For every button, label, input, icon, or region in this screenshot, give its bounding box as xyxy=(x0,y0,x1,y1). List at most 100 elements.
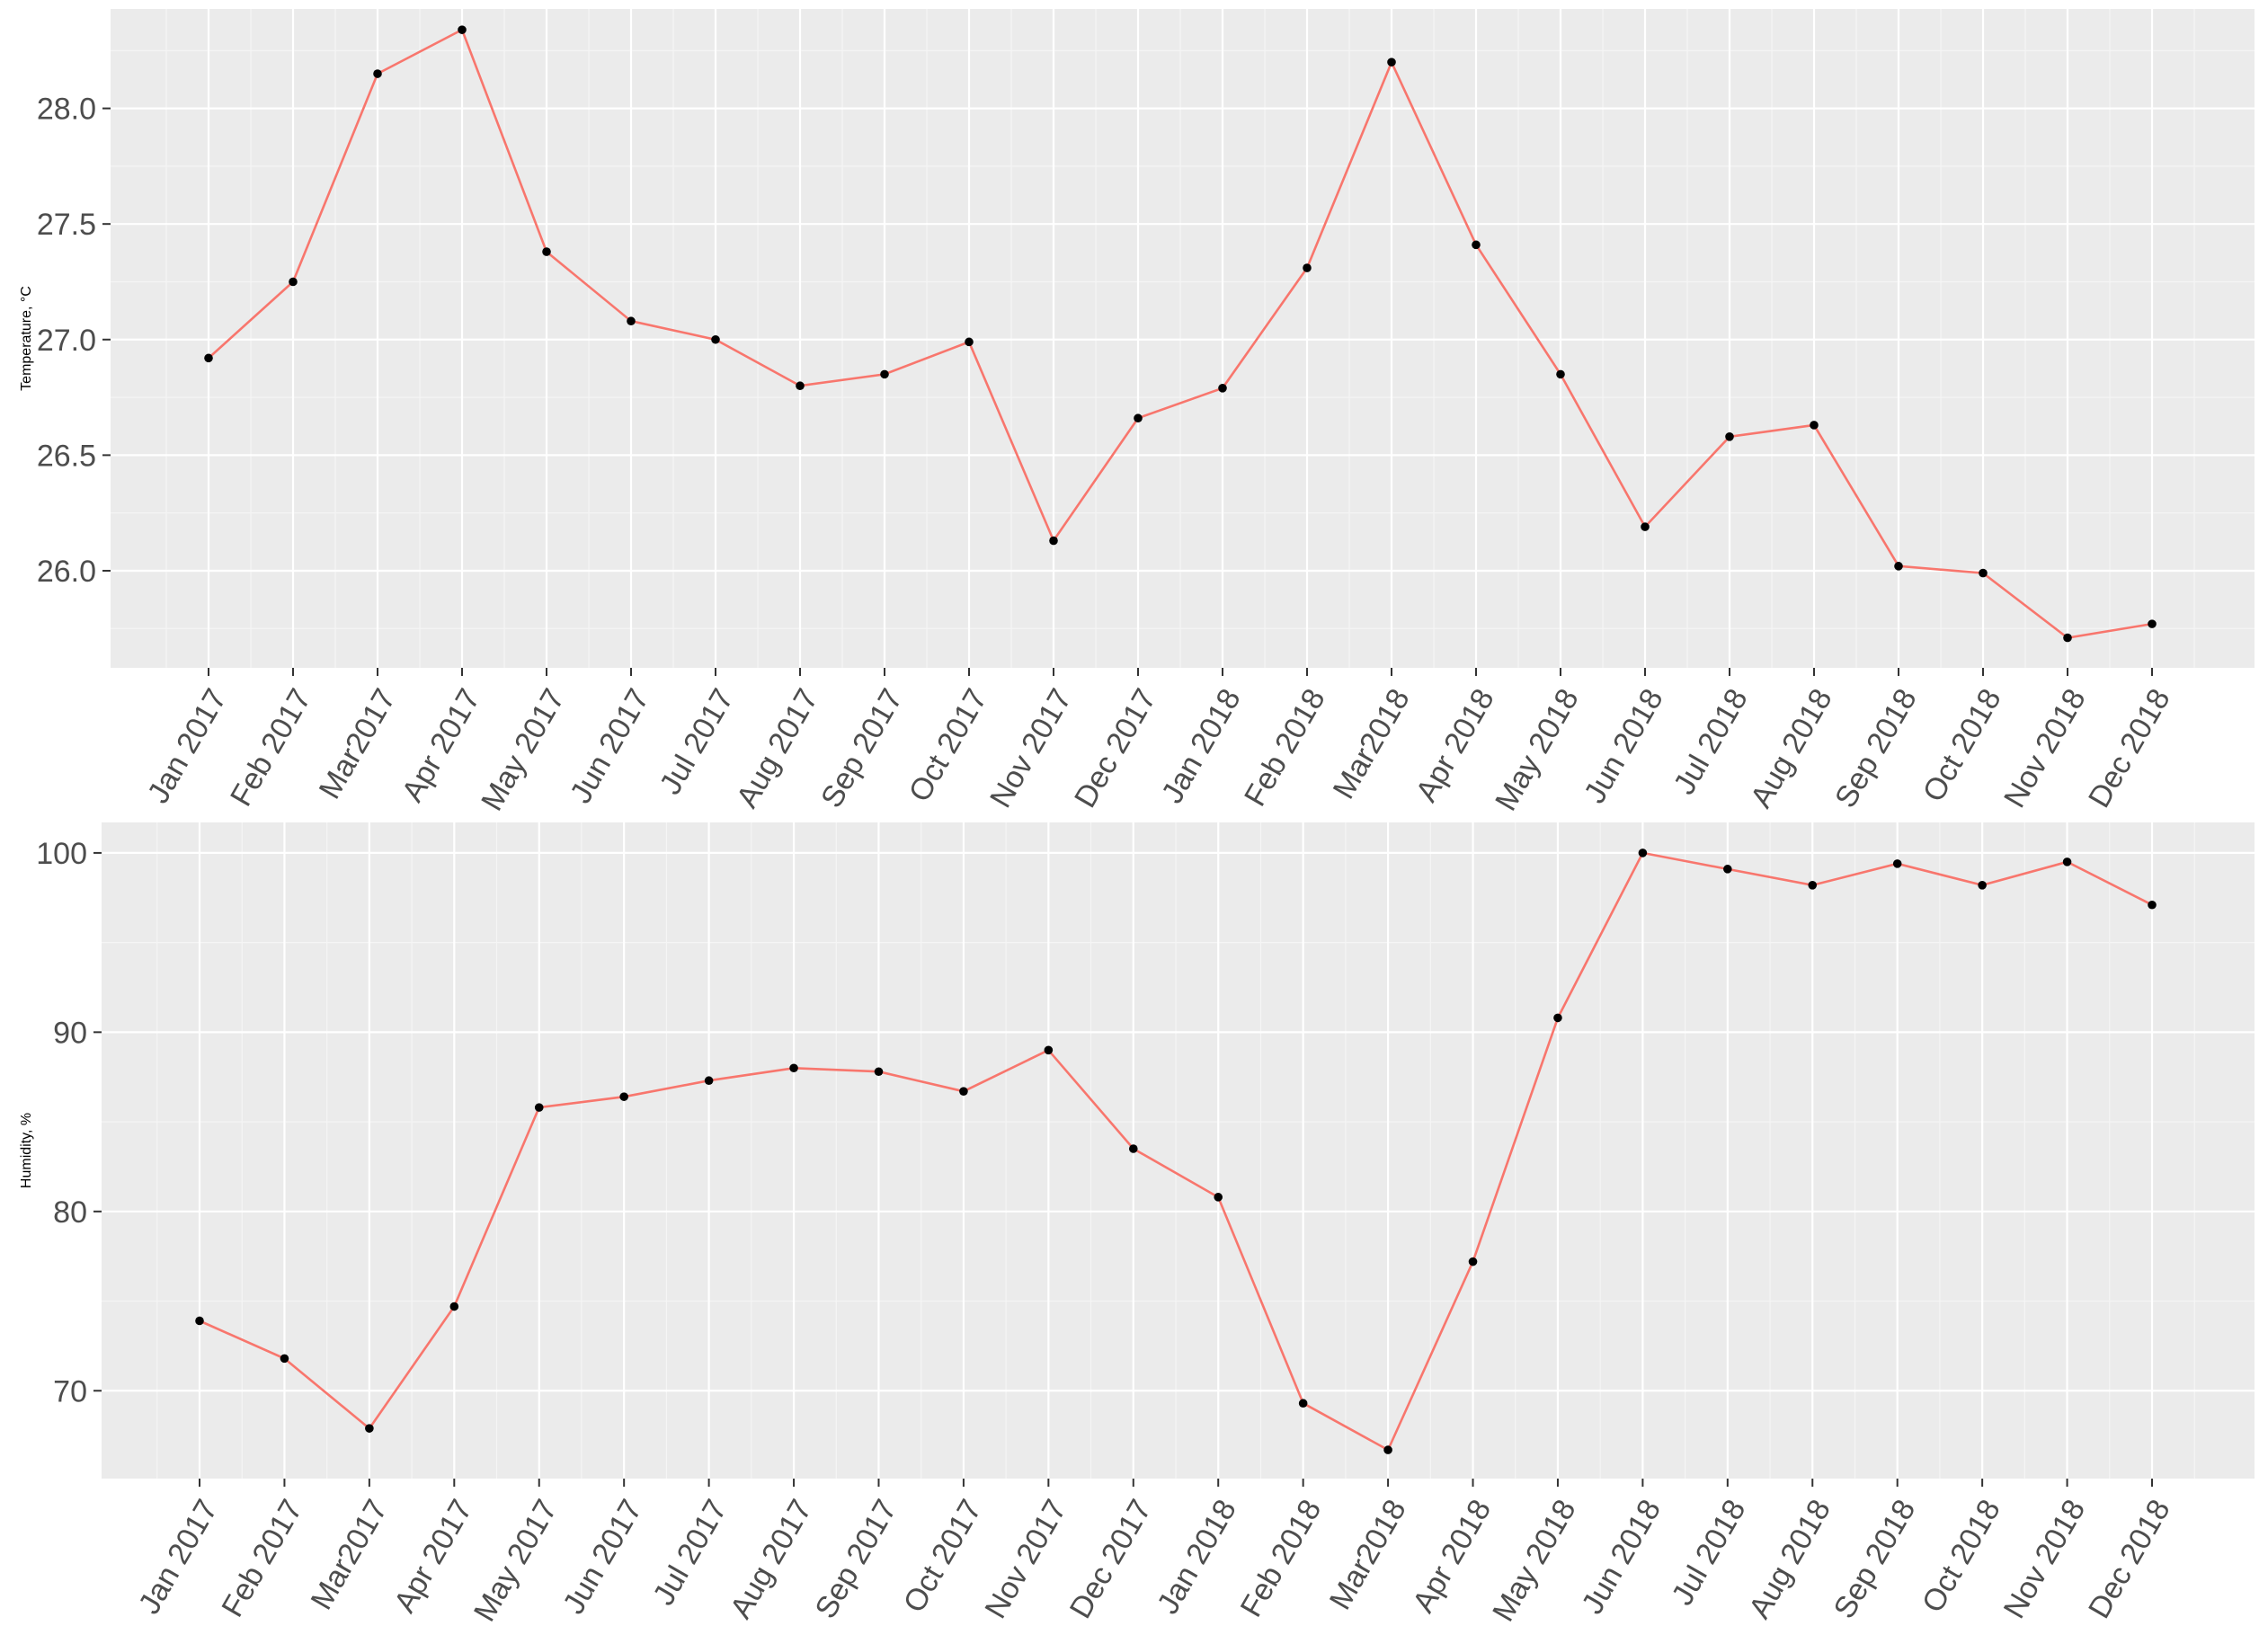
temperature-data-point xyxy=(289,277,298,287)
humidity-y-tick-label: 70 xyxy=(53,1374,87,1408)
temperature-x-tick-label: Jan 2017 xyxy=(141,683,234,809)
temperature-panel-background xyxy=(111,9,2255,668)
temperature-data-point xyxy=(1556,369,1565,379)
humidity-data-point xyxy=(1383,1445,1392,1454)
humidity-panel-background xyxy=(102,822,2255,1479)
temperature-x-tick-label: May 2018 xyxy=(1489,683,1586,816)
temperature-x-tick-label: Apr 2017 xyxy=(396,683,487,808)
temperature-x-tick-label: Dec 2018 xyxy=(2082,683,2177,813)
temperature-data-point xyxy=(1725,432,1734,441)
temperature-x-tick-label: Sep 2018 xyxy=(1828,683,1924,813)
humidity-x-tick-label: Apr 2018 xyxy=(1406,1494,1498,1619)
humidity-x-tick-label: Sep 2018 xyxy=(1828,1494,1923,1624)
temperature-y-tick-label: 27.0 xyxy=(37,324,96,358)
humidity-x-tick-label: Jan 2017 xyxy=(132,1494,225,1620)
humidity-x-tick-label: Apr 2017 xyxy=(387,1494,479,1619)
temperature-x-tick-label: Mar2018 xyxy=(1327,683,1417,804)
temperature-x-tick-label: Aug 2017 xyxy=(730,683,825,813)
humidity-data-point xyxy=(1553,1013,1562,1023)
temperature-x-tick-label: May 2017 xyxy=(475,683,572,816)
humidity-x-tick-label: Mar2017 xyxy=(305,1494,395,1615)
humidity-data-point xyxy=(959,1087,968,1096)
temperature-x-tick-label: Oct 2017 xyxy=(903,683,994,807)
temperature-data-point xyxy=(1218,383,1227,393)
humidity-data-point xyxy=(365,1424,374,1433)
humidity-data-point xyxy=(789,1063,798,1073)
temperature-data-point xyxy=(373,69,382,78)
humidity-data-point xyxy=(1892,859,1902,868)
temperature-data-point xyxy=(458,25,467,34)
humidity-x-tick-label: Feb 2017 xyxy=(215,1494,309,1622)
humidity-x-tick-label: Dec 2018 xyxy=(2082,1494,2177,1624)
humidity-x-tick-label: Jun 2018 xyxy=(1575,1494,1668,1620)
temperature-x-tick-label: Jan 2018 xyxy=(1155,683,1248,809)
humidity-data-point xyxy=(1044,1045,1054,1055)
humidity-data-point xyxy=(195,1316,204,1326)
humidity-x-tick-label: Dec 2017 xyxy=(1063,1494,1159,1624)
humidity-data-point xyxy=(2148,900,2157,910)
temperature-x-tick-label: Sep 2017 xyxy=(814,683,910,813)
humidity-data-point xyxy=(1638,849,1648,857)
humidity-y-tick-label: 90 xyxy=(53,1016,87,1050)
humidity-data-point xyxy=(2062,857,2072,866)
humidity-data-point xyxy=(280,1354,289,1364)
humidity-data-point xyxy=(449,1302,459,1311)
humidity-x-tick-label: Jan 2018 xyxy=(1151,1494,1243,1620)
humidity-y-tick-label: 100 xyxy=(36,837,87,871)
temperature-data-point xyxy=(711,334,720,344)
humidity-x-tick-label: Sep 2017 xyxy=(808,1494,903,1624)
temperature-x-tick-label: Aug 2018 xyxy=(1744,683,1839,813)
temperature-x-tick-label: Feb 2018 xyxy=(1238,683,1332,812)
temperature-y-tick-label: 28.0 xyxy=(37,93,96,127)
temperature-series-line xyxy=(208,28,2153,639)
humidity-data-point xyxy=(534,1103,544,1112)
temperature-data-point xyxy=(1134,413,1143,423)
humidity-data-point xyxy=(1468,1257,1478,1266)
temperature-x-tick-label: Jun 2017 xyxy=(564,683,656,809)
humidity-data-point xyxy=(704,1076,714,1086)
humidity-data-point xyxy=(619,1092,628,1101)
temperature-y-tick-label: 27.5 xyxy=(37,208,96,242)
temperature-data-point xyxy=(1894,562,1903,571)
humidity-x-tick-label: Oct 2018 xyxy=(1916,1494,2007,1618)
humidity-x-tick-label: May 2017 xyxy=(467,1494,565,1626)
temperature-data-point xyxy=(796,381,805,391)
temperature-x-tick-label: Apr 2018 xyxy=(1410,683,1501,808)
humidity-series-line xyxy=(199,851,2153,1452)
temperature-x-tick-label: Jul 2018 xyxy=(1668,683,1755,800)
humidity-y-axis-title: Humidity, % xyxy=(19,1113,34,1188)
humidity-x-tick-label: Mar2018 xyxy=(1323,1494,1413,1615)
temperature-data-point xyxy=(627,316,636,326)
temperature-x-tick-label: Dec 2017 xyxy=(1068,683,1163,813)
humidity-data-point xyxy=(874,1067,884,1077)
temperature-data-point xyxy=(965,337,974,347)
temperature-y-axis-title: Temperature, °C xyxy=(19,286,34,391)
humidity-x-tick-label: Oct 2017 xyxy=(897,1494,989,1618)
humidity-x-tick-label: Jun 2017 xyxy=(556,1494,649,1620)
humidity-y-tick-label: 80 xyxy=(53,1195,87,1230)
humidity-x-tick-label: Feb 2018 xyxy=(1234,1494,1329,1622)
temperature-x-tick-label: Feb 2017 xyxy=(224,683,318,812)
temperature-x-tick-label: Oct 2018 xyxy=(1917,683,2008,807)
humidity-x-tick-label: Nov 2018 xyxy=(1997,1494,2093,1624)
temperature-data-point xyxy=(542,247,551,256)
temperature-data-point xyxy=(1810,421,1819,430)
temperature-data-point xyxy=(2063,633,2072,643)
temperature-data-point xyxy=(1303,263,1312,272)
temperature-data-point xyxy=(880,369,889,379)
humidity-x-tick-label: Aug 2017 xyxy=(724,1494,819,1624)
humidity-x-tick-label: Jul 2017 xyxy=(646,1494,734,1611)
humidity-data-point xyxy=(1978,881,1987,890)
temperature-x-tick-label: Mar2017 xyxy=(313,683,403,804)
humidity-x-tick-label: May 2018 xyxy=(1486,1494,1583,1626)
temperature-data-point xyxy=(1472,240,1481,250)
humidity-x-tick-label: Aug 2018 xyxy=(1742,1494,1837,1624)
temperature-x-tick-label: Nov 2018 xyxy=(1997,683,2093,813)
humidity-x-tick-label: Nov 2017 xyxy=(978,1494,1073,1624)
temperature-x-tick-label: Nov 2017 xyxy=(983,683,1079,813)
humidity-data-point xyxy=(1298,1399,1308,1408)
temperature-data-point xyxy=(204,353,213,363)
